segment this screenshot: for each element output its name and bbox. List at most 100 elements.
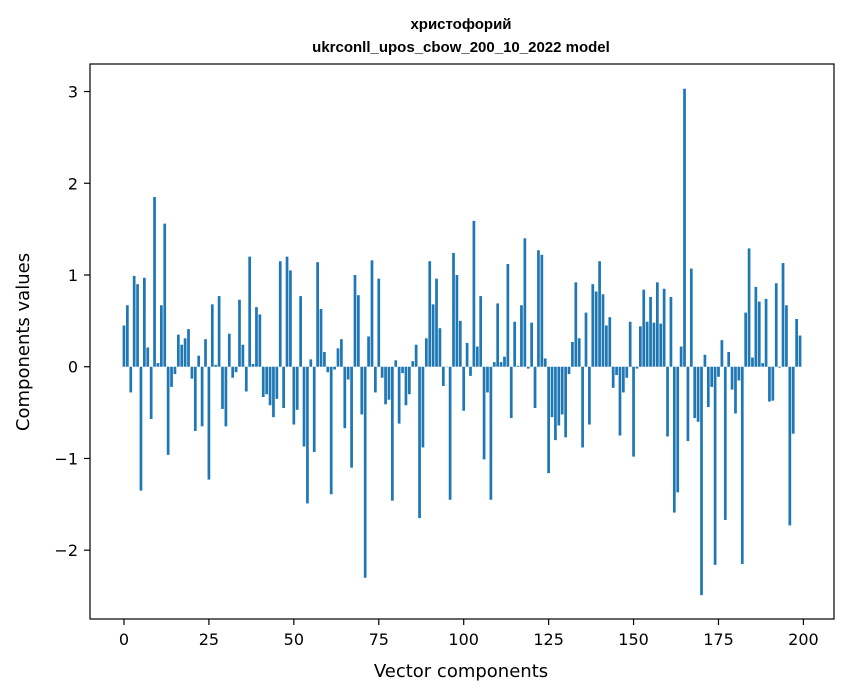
bar — [526, 366, 530, 369]
bar — [730, 366, 734, 390]
bar — [778, 366, 781, 368]
bar — [166, 366, 170, 455]
bar — [299, 296, 302, 367]
bar — [418, 366, 421, 519]
bar — [173, 366, 177, 375]
plot-frame — [89, 63, 835, 620]
bar — [686, 366, 690, 442]
bar — [180, 344, 184, 367]
bar — [438, 328, 442, 367]
bar — [295, 366, 299, 410]
bar — [700, 366, 703, 596]
bar — [391, 366, 394, 501]
bar — [571, 341, 574, 367]
bar — [768, 366, 771, 402]
y-axis-label: Components values — [13, 253, 34, 431]
bar — [404, 366, 408, 406]
bar — [401, 366, 404, 374]
x-tick-label: 75 — [369, 630, 389, 649]
x-axis-ticks: 0 25 50 75 100 125 150 175 200 — [119, 619, 819, 649]
bar — [703, 354, 707, 367]
bar — [567, 366, 571, 375]
bar — [489, 366, 493, 500]
bar — [346, 366, 350, 380]
bar — [374, 366, 377, 393]
bar — [234, 366, 238, 373]
bar — [710, 366, 714, 387]
bar — [411, 361, 415, 367]
bar — [509, 366, 513, 419]
bar — [693, 366, 697, 419]
bar — [458, 320, 462, 367]
x-tick-label: 100 — [448, 630, 479, 649]
bar — [326, 366, 330, 373]
bar — [560, 366, 564, 415]
bar — [764, 298, 768, 367]
bar — [306, 366, 309, 504]
bar — [761, 363, 765, 367]
bar — [598, 261, 601, 367]
bar — [550, 366, 554, 418]
bar — [384, 366, 387, 405]
bar — [520, 305, 523, 367]
bar — [278, 261, 282, 367]
bar — [316, 262, 319, 367]
bar — [431, 304, 435, 367]
bar — [159, 305, 163, 367]
bar — [747, 248, 751, 367]
bar — [625, 366, 629, 378]
bar — [350, 366, 353, 468]
bar — [153, 197, 156, 367]
bar — [577, 338, 581, 367]
bar — [672, 366, 676, 513]
bar — [744, 312, 748, 367]
bar — [136, 284, 139, 367]
bar — [139, 366, 143, 491]
bar — [282, 366, 285, 409]
bar — [428, 261, 432, 367]
bar — [564, 366, 567, 438]
bar — [289, 270, 292, 367]
bar — [377, 278, 381, 367]
bar — [574, 282, 578, 367]
bar — [214, 364, 218, 367]
bar — [774, 283, 778, 367]
y-tick-label: 3 — [68, 83, 78, 102]
bar — [238, 299, 241, 367]
bar — [329, 366, 333, 495]
bar — [635, 366, 639, 369]
bar — [380, 366, 384, 378]
bar — [143, 277, 146, 367]
bar — [170, 366, 173, 387]
bar — [492, 362, 496, 367]
bar — [149, 366, 153, 420]
bar — [696, 366, 700, 422]
bar — [397, 366, 401, 424]
chart-title-line-1: христофорий — [410, 16, 511, 33]
bar — [622, 366, 625, 393]
bar — [224, 366, 228, 427]
bar — [506, 263, 510, 367]
bar — [588, 366, 591, 425]
bar — [608, 317, 612, 367]
bar — [309, 359, 313, 367]
bar — [363, 366, 367, 578]
bar — [340, 339, 343, 367]
y-tick-label: 1 — [68, 266, 78, 285]
bar — [666, 366, 669, 437]
bar — [132, 275, 136, 367]
bar — [441, 366, 445, 386]
bar — [798, 335, 802, 367]
bar — [319, 308, 323, 367]
bar — [754, 286, 758, 367]
bar — [455, 274, 459, 367]
bar — [740, 366, 744, 564]
bar — [486, 366, 489, 393]
x-tick-label: 175 — [703, 630, 734, 649]
bar — [462, 366, 466, 411]
bar — [601, 294, 605, 367]
bar — [255, 307, 258, 367]
bar — [795, 319, 798, 367]
bar — [737, 366, 741, 381]
bar — [367, 336, 370, 367]
